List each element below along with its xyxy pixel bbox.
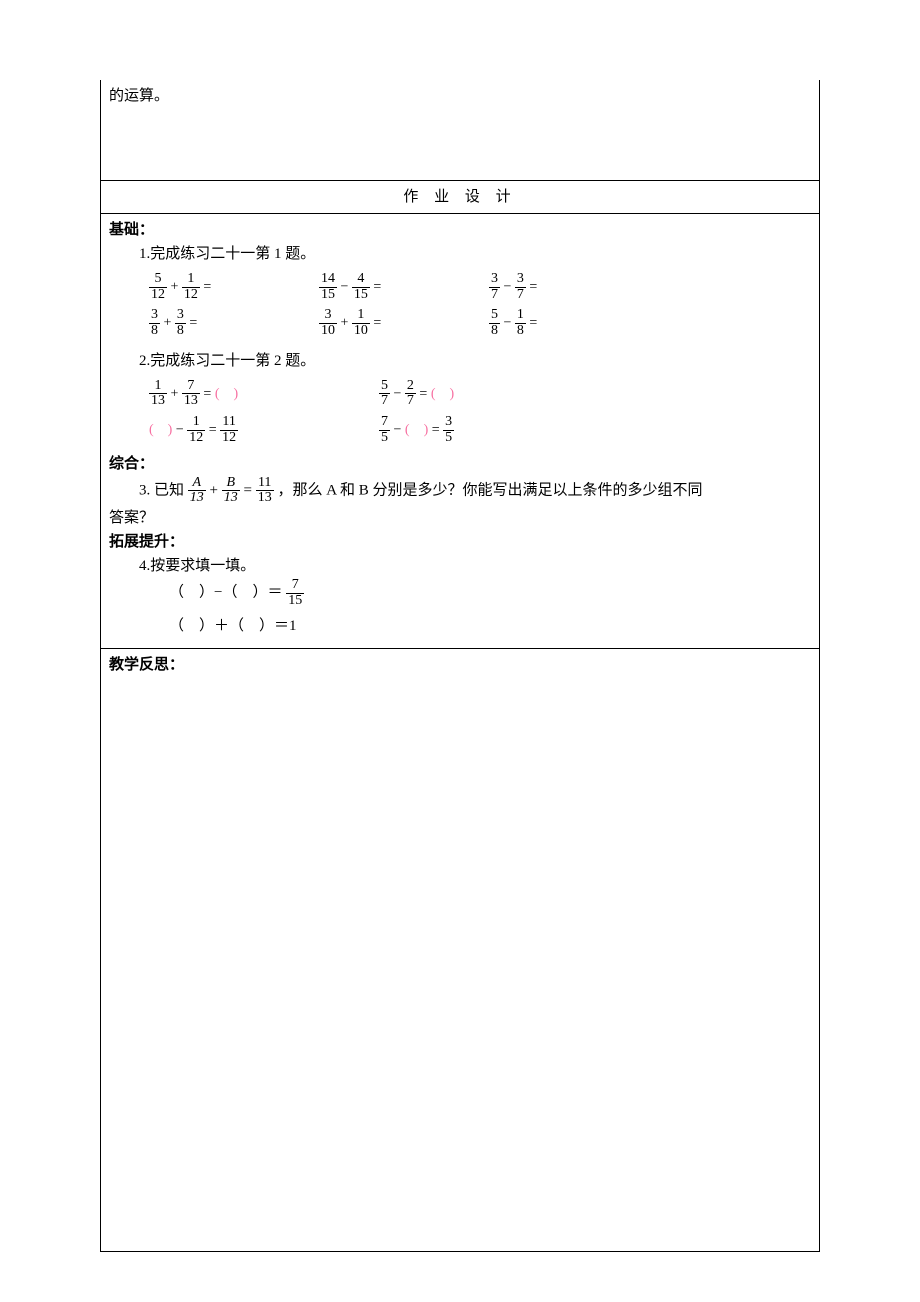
q4-intro: 4.按要求填一填。: [109, 554, 811, 578]
q1-row-2: 38 + 38 = 310 + 110 = 58 − 18 =: [149, 308, 811, 338]
q2-r1-c2: 57 − 27 = ( ): [379, 379, 489, 409]
homework-body: 基础： 1.完成练习二十一第 1 题。 512 + 112 = 1415 − 4…: [101, 213, 819, 648]
q1-r2-c1: 38 + 38 =: [149, 308, 259, 338]
q3-line2: 答案？: [109, 506, 811, 530]
q1-intro: 1.完成练习二十一第 1 题。: [109, 242, 811, 266]
q1-row-1: 512 + 112 = 1415 − 415 = 37 − 37 =: [149, 272, 811, 302]
q1-r2-c2: 310 + 110 =: [319, 308, 429, 338]
q2-r2-c1: ( ) − 112 = 1112: [149, 415, 259, 445]
basic-label: 基础：: [109, 218, 811, 242]
q2-r2-c2: 75 − ( ) = 35: [379, 415, 489, 445]
q1-r2-c3: 58 − 18 =: [489, 308, 599, 338]
q2-row-1: 113 + 713 = ( ) 57 − 27 = ( ): [149, 379, 811, 409]
q1-r1-c2: 1415 − 415 =: [319, 272, 429, 302]
composite-label: 综合：: [109, 452, 811, 476]
q1-r1-c3: 37 − 37 =: [489, 272, 599, 302]
reflection-label: 教学反思：: [109, 657, 184, 673]
q3-line1: 3. 已知 A13 + B13 = 1113 ，那么 A 和 B 分别是多少？你…: [109, 476, 811, 506]
q2-intro: 2.完成练习二十一第 2 题。: [109, 349, 811, 373]
blank: ( ): [405, 423, 428, 438]
q4-line1: （ ）−（ ）＝ 715: [169, 578, 811, 608]
q2-r1-c1: 113 + 713 = ( ): [149, 379, 259, 409]
homework-header: 作 业 设 计: [101, 180, 819, 213]
reflection-cell: 教学反思：: [101, 648, 819, 1188]
blank: ( ): [149, 423, 172, 438]
q1-r1-c1: 512 + 112 =: [149, 272, 259, 302]
blank: ( ): [431, 386, 454, 401]
q2-row-2: ( ) − 112 = 1112 75 − ( ) = 35: [149, 415, 811, 445]
q4-line2: （ ）＋（ ）＝1: [169, 614, 811, 638]
top-fragment: 的运算。: [109, 88, 169, 104]
ext-label: 拓展提升：: [109, 530, 811, 554]
blank: ( ): [215, 386, 238, 401]
